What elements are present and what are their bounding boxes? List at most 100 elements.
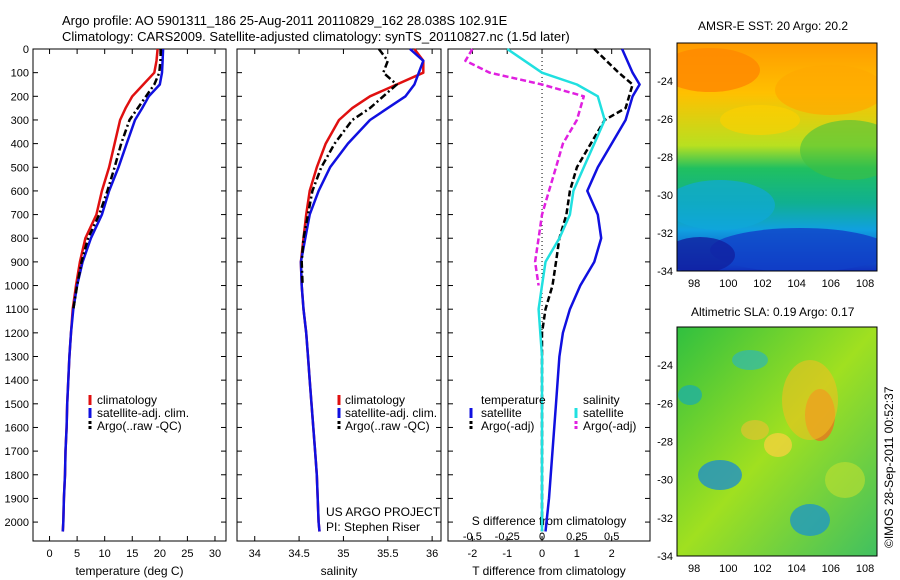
difference-x-axis-label: T difference from climatology [472, 564, 626, 578]
salinity-series-argo-raw-qc- [300, 48, 398, 286]
temperature-x-tick-label: 25 [181, 548, 193, 560]
difference-x-tick-label: 2 [609, 548, 615, 560]
temperature-x-tick-label: 15 [126, 548, 138, 560]
legend-label-argo: Argo(..raw -QC) [345, 419, 430, 433]
temperature-x-tick-label: 0 [46, 548, 52, 560]
sla_map-y-tick-label: -34 [657, 551, 673, 563]
legend-label-sal-satellite: satellite [583, 406, 624, 420]
sla_map-y-tick-label: -24 [657, 360, 673, 372]
difference-series-temperature-satellite [544, 48, 641, 532]
difference-s-tick-label: -0.5 [463, 531, 482, 543]
depth-tick-label: 100 [11, 68, 29, 80]
salinity-x-tick-label: 35.5 [377, 548, 398, 560]
sst-map-frame [676, 42, 878, 272]
sla_map-x-tick-label: 106 [822, 563, 840, 575]
depth-tick-label: 1000 [5, 281, 29, 293]
depth-tick-label: 0 [23, 44, 29, 56]
pi-label: PI: Stephen Riser [326, 520, 420, 534]
sla_map-y-tick-label: -32 [657, 513, 673, 525]
difference-series-salinity-argo-adj- [464, 48, 586, 286]
salinity-panel-frame [236, 48, 442, 542]
credit-label: ©IMOS 28-Sep-2011 00:52:37 [882, 386, 896, 548]
legend-label-satellite: satellite-adj. clim. [97, 406, 189, 420]
depth-tick-label: 300 [11, 115, 29, 127]
salinity-x-tick-label: 35 [337, 548, 349, 560]
salinity-x-axis-label: salinity [321, 564, 358, 578]
difference-s-tick-label: -0.25 [495, 531, 520, 543]
depth-tick-label: 1400 [5, 375, 29, 387]
legend-label-temp-satellite: satellite [481, 406, 522, 420]
depth-tick-label: 1300 [5, 352, 29, 364]
sla_map-x-tick-label: 104 [787, 563, 805, 575]
difference-s-axis-label: S difference from climatology [472, 514, 627, 528]
salinity-x-tick-label: 34 [249, 548, 261, 560]
depth-tick-label: 1800 [5, 470, 29, 482]
legend-label-argo: Argo(..raw -QC) [97, 419, 182, 433]
salinity-series-climatology [299, 48, 425, 532]
depth-tick-label: 2000 [5, 517, 29, 529]
sla-map [677, 327, 877, 556]
difference-s-tick-label: 0.25 [566, 531, 587, 543]
depth-tick-label: 1100 [5, 304, 29, 316]
sla-map-frame [676, 326, 878, 557]
difference-x-tick-label: -1 [502, 548, 512, 560]
temperature-x-tick-label: 5 [74, 548, 80, 560]
difference-series-temperature-argo-adj- [540, 48, 634, 532]
temperature-x-tick-label: 10 [99, 548, 111, 560]
temperature-series-argo-raw-qc- [72, 48, 163, 310]
difference-x-tick-label: 1 [574, 548, 580, 560]
difference-panel-frame [447, 48, 651, 542]
figure-title-line1: Argo profile: AO 5901311_186 25-Aug-2011… [62, 13, 508, 28]
depth-tick-label: 800 [11, 233, 29, 245]
figure-title-line2: Climatology: CARS2009. Satellite-adjuste… [62, 29, 570, 44]
sla_map-y-tick-label: -26 [657, 398, 673, 410]
legend-label-climatology: climatology [97, 393, 157, 407]
difference-x-tick-label: -2 [467, 548, 477, 560]
difference-legend: temperature salinity satellite Argo(-adj… [469, 393, 636, 433]
sst_map-y-tick-label: -24 [657, 76, 673, 88]
temperature-series-satellite-adj-clim- [61, 48, 165, 532]
legend-label-temp-argo: Argo(-adj) [481, 419, 534, 433]
sla_map-x-tick-label: 108 [856, 563, 874, 575]
depth-tick-label: 1700 [5, 446, 29, 458]
salinity-x-tick-label: 36 [426, 548, 438, 560]
sst_map-y-tick-label: -32 [657, 228, 673, 240]
salinity-series-satellite-adj-clim- [299, 48, 425, 532]
legend-label-satellite: satellite-adj. clim. [345, 406, 437, 420]
sst_map-y-tick-label: -28 [657, 152, 673, 164]
depth-tick-label: 1600 [5, 422, 29, 434]
depth-tick-label: 500 [11, 162, 29, 174]
sst_map-y-tick-label: -26 [657, 114, 673, 126]
difference-series-salinity-satellite [506, 47, 606, 532]
difference-x-tick-label: 0 [539, 548, 545, 560]
sla_map-x-tick-label: 98 [688, 563, 700, 575]
sst_map-x-tick-label: 108 [856, 278, 874, 290]
sst_map-x-tick-label: 106 [822, 278, 840, 290]
depth-tick-label: 700 [11, 210, 29, 222]
difference-s-tick-label: 0.5 [604, 531, 619, 543]
sst_map-x-tick-label: 102 [753, 278, 771, 290]
temperature-x-tick-label: 20 [154, 548, 166, 560]
project-label: US ARGO PROJECT [326, 505, 441, 519]
sla_map-x-tick-label: 102 [753, 563, 771, 575]
legend-label-climatology: climatology [345, 393, 405, 407]
sst-map [677, 43, 877, 271]
sla_map-y-tick-label: -30 [657, 475, 673, 487]
depth-tick-label: 200 [11, 91, 29, 103]
depth-tick-label: 1500 [5, 399, 29, 411]
salinity-legend: climatology satellite-adj. clim. Argo(..… [337, 393, 437, 433]
depth-tick-label: 900 [11, 257, 29, 269]
salinity-x-tick-label: 34.5 [288, 548, 309, 560]
sst_map-x-tick-label: 104 [787, 278, 805, 290]
sla_map-y-tick-label: -28 [657, 437, 673, 449]
sst_map-x-tick-label: 98 [688, 278, 700, 290]
depth-tick-label: 1900 [5, 493, 29, 505]
sla_map-x-tick-label: 100 [719, 563, 737, 575]
depth-tick-label: 1200 [5, 328, 29, 340]
temperature-x-axis-label: temperature (deg C) [75, 564, 183, 578]
depth-tick-label: 600 [11, 186, 29, 198]
sst-map-title: AMSR-E SST: 20 Argo: 20.2 [698, 19, 848, 33]
legend-header-temperature: temperature [481, 393, 546, 407]
legend-header-salinity: salinity [583, 393, 620, 407]
